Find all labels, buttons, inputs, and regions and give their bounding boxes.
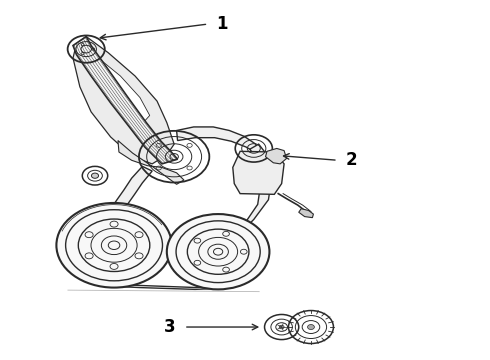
Polygon shape xyxy=(221,144,272,246)
Polygon shape xyxy=(73,37,177,164)
Circle shape xyxy=(92,173,98,178)
Polygon shape xyxy=(98,58,150,126)
Circle shape xyxy=(56,203,172,288)
Text: 1: 1 xyxy=(217,15,228,33)
Polygon shape xyxy=(233,151,284,194)
Polygon shape xyxy=(109,166,152,217)
Polygon shape xyxy=(118,140,184,184)
Circle shape xyxy=(167,214,270,289)
Polygon shape xyxy=(176,127,259,154)
Polygon shape xyxy=(266,148,287,164)
Polygon shape xyxy=(73,37,174,164)
Text: 3: 3 xyxy=(164,318,175,336)
Circle shape xyxy=(308,324,315,329)
Polygon shape xyxy=(299,209,314,218)
Circle shape xyxy=(279,325,284,329)
Text: 2: 2 xyxy=(345,151,357,169)
